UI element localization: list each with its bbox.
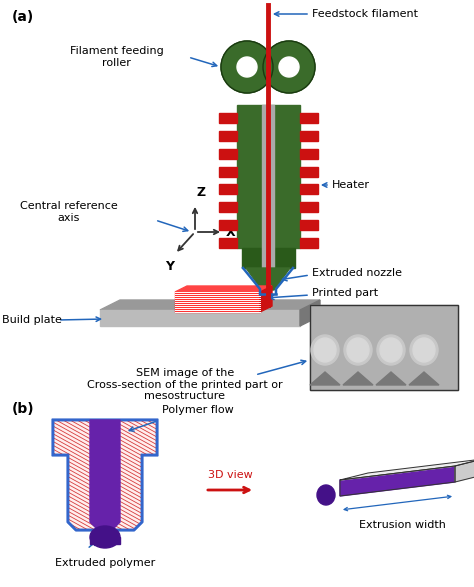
Ellipse shape: [314, 338, 336, 362]
Polygon shape: [409, 372, 439, 385]
Bar: [219, 220, 237, 230]
Text: Build plate: Build plate: [2, 315, 62, 325]
Bar: [300, 131, 318, 141]
Ellipse shape: [344, 335, 372, 365]
Polygon shape: [455, 459, 474, 482]
Text: SEM image of the
Cross-section of the printed part or
mesostructure: SEM image of the Cross-section of the pr…: [87, 368, 283, 401]
Text: X: X: [226, 225, 236, 238]
Bar: [300, 238, 318, 248]
Ellipse shape: [311, 335, 339, 365]
Ellipse shape: [410, 335, 438, 365]
Bar: [300, 220, 318, 230]
Bar: [300, 184, 318, 194]
Polygon shape: [260, 286, 272, 312]
Text: (b): (b): [12, 402, 35, 416]
Bar: [219, 131, 237, 141]
Bar: [242, 248, 295, 268]
Bar: [90, 537, 120, 544]
Bar: [300, 203, 318, 212]
Polygon shape: [376, 372, 406, 385]
Text: Polymer flow: Polymer flow: [162, 405, 234, 415]
Text: Y: Y: [165, 260, 174, 273]
Circle shape: [263, 41, 315, 93]
Bar: [300, 113, 318, 123]
Text: Printed part: Printed part: [312, 288, 378, 298]
Ellipse shape: [317, 485, 335, 505]
Text: Z: Z: [197, 186, 206, 199]
Ellipse shape: [413, 338, 435, 362]
Text: Central reference
axis: Central reference axis: [20, 201, 118, 223]
Text: (a): (a): [12, 10, 34, 24]
Text: 3D view: 3D view: [208, 470, 252, 480]
Bar: [310, 305, 458, 390]
Bar: [219, 167, 237, 177]
Polygon shape: [300, 300, 320, 326]
Bar: [219, 203, 237, 212]
Bar: [175, 292, 260, 312]
Text: Filament feeding
roller: Filament feeding roller: [70, 46, 164, 68]
Ellipse shape: [377, 335, 405, 365]
Bar: [262, 105, 274, 248]
Polygon shape: [100, 300, 320, 310]
Bar: [219, 238, 237, 248]
Circle shape: [279, 57, 299, 77]
Bar: [237, 105, 300, 248]
Bar: [300, 167, 318, 177]
Bar: [219, 113, 237, 123]
Polygon shape: [343, 372, 373, 385]
Text: Extruded nozzle: Extruded nozzle: [312, 268, 402, 278]
Circle shape: [221, 41, 273, 93]
Polygon shape: [310, 372, 340, 385]
Polygon shape: [53, 420, 157, 530]
Polygon shape: [90, 420, 120, 530]
Ellipse shape: [380, 338, 402, 362]
Bar: [262, 248, 274, 268]
Bar: [300, 149, 318, 158]
PathPatch shape: [53, 420, 157, 530]
Bar: [219, 149, 237, 158]
Polygon shape: [100, 310, 300, 326]
Circle shape: [237, 57, 257, 77]
Polygon shape: [246, 268, 290, 290]
Ellipse shape: [90, 526, 120, 548]
Polygon shape: [175, 286, 272, 292]
Polygon shape: [340, 459, 474, 480]
Polygon shape: [340, 466, 455, 496]
Text: Extruded polymer: Extruded polymer: [55, 558, 155, 568]
Bar: [310, 305, 458, 390]
Text: Heater: Heater: [332, 180, 370, 190]
Bar: [219, 184, 237, 194]
Text: Feedstock filament: Feedstock filament: [312, 9, 418, 19]
Ellipse shape: [347, 338, 369, 362]
Text: Extrusion width: Extrusion width: [358, 520, 446, 530]
